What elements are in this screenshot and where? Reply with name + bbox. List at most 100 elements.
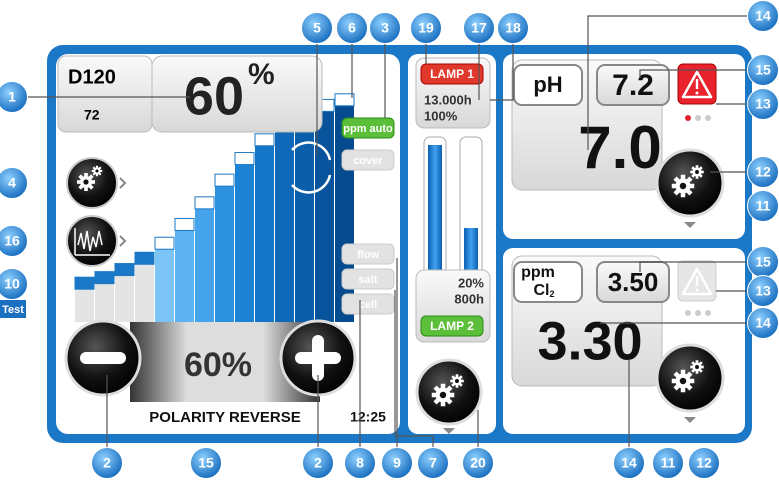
- curve-bar: [215, 186, 234, 322]
- side-button-bg: [341, 243, 395, 265]
- ph-settings-button[interactable]: [655, 148, 725, 228]
- test-badge[interactable]: [0, 300, 26, 318]
- curve-band: [114, 263, 135, 277]
- plus-button[interactable]: [279, 319, 357, 397]
- curve-bar: [235, 164, 254, 322]
- curve-bar: [135, 264, 154, 322]
- callout-circle: [688, 447, 720, 479]
- callout-circle: [497, 12, 529, 44]
- callout-number: 15: [755, 62, 771, 78]
- lamp1: LAMP 1: [430, 67, 474, 81]
- callout-circle: [344, 447, 376, 479]
- leader-lines: [28, 15, 747, 447]
- lamp-settings-button[interactable]: [415, 358, 483, 434]
- curve-bar: [255, 145, 274, 322]
- ph-alarm[interactable]: [677, 63, 717, 105]
- callout-circle: [462, 447, 494, 479]
- callout-number: 2: [103, 455, 111, 471]
- callout-number: 7: [429, 455, 437, 471]
- cl-label-box: [513, 261, 583, 303]
- callout-circle: [0, 167, 28, 199]
- callout-number: 16: [4, 233, 20, 249]
- curve-bar: [115, 275, 134, 322]
- ph-setpoint: 7.2: [612, 69, 654, 102]
- curve-band: [234, 152, 255, 166]
- lamp1-percent: 100%: [424, 108, 458, 123]
- callout-number: 17: [471, 20, 487, 36]
- callout-circle: [463, 12, 495, 44]
- time: 12:25: [350, 409, 386, 425]
- callout-number: 13: [755, 283, 771, 299]
- lamp2-button[interactable]: [420, 315, 484, 337]
- callout-circle: [301, 12, 333, 44]
- side-button-label: salt: [359, 274, 378, 286]
- lamp2-level: [464, 228, 478, 272]
- callout-number: 5: [313, 20, 321, 36]
- settings-button[interactable]: [66, 157, 127, 209]
- ph-reading: 7.0: [578, 114, 661, 181]
- side-button[interactable]: flow: [341, 243, 395, 265]
- curve-bar: [175, 230, 194, 322]
- curve-bar: [315, 111, 334, 323]
- cl-settings-button[interactable]: [655, 343, 725, 423]
- side-button-bg: [341, 117, 395, 139]
- side-button-bg: [341, 268, 395, 290]
- callout-number: 20: [470, 455, 486, 471]
- side-button[interactable]: salt: [341, 268, 395, 290]
- callout-number: 9: [393, 455, 401, 471]
- callout-number: 10: [4, 276, 20, 292]
- cl-unit-sub: 2: [549, 289, 554, 299]
- cl-setpoint: 3.50: [608, 267, 659, 297]
- curve-bar: [95, 283, 114, 322]
- callout-number: 4: [8, 175, 16, 191]
- production-unit: %: [248, 58, 275, 91]
- cl-reading: 3.30: [537, 311, 642, 371]
- callout-circle: [190, 447, 222, 479]
- callout-number: 13: [755, 96, 771, 112]
- cl-unit: Cl2: [533, 282, 554, 299]
- curve-band: [194, 196, 215, 210]
- lamp2: LAMP 2: [430, 319, 474, 333]
- rotate-icon: [291, 141, 332, 194]
- model: D120: [68, 66, 116, 88]
- callout-number: 2: [314, 455, 322, 471]
- side-button[interactable]: ppm auto: [341, 117, 395, 139]
- status: POLARITY REVERSE: [149, 409, 300, 426]
- callout-number: 3: [381, 20, 389, 36]
- cl-label: ppm: [521, 264, 555, 281]
- curve-bar: [295, 119, 314, 322]
- production-box: [151, 55, 323, 133]
- curve-bar: [275, 130, 294, 322]
- side-button[interactable]: cover: [341, 149, 395, 171]
- cl-unit-main: Cl: [533, 282, 549, 299]
- curve-band: [134, 251, 155, 265]
- callout-circle: [336, 12, 368, 44]
- cl-alarm[interactable]: [677, 260, 717, 302]
- callout-circle: [0, 81, 28, 113]
- callout-circle: [613, 447, 645, 479]
- lamp1-button[interactable]: [420, 63, 484, 85]
- callout-number: 8: [356, 455, 364, 471]
- graph-button[interactable]: [66, 215, 127, 267]
- side-button[interactable]: cell: [341, 293, 395, 315]
- side-button-bg: [341, 293, 395, 315]
- callout-number: 1: [8, 89, 16, 105]
- callout-number: 14: [755, 315, 771, 331]
- curve-bar: [195, 208, 214, 322]
- callout-number: 15: [198, 455, 214, 471]
- callout-number: 11: [661, 455, 676, 471]
- production: 60: [184, 66, 244, 126]
- curve-band: [94, 271, 115, 285]
- callout-number: 19: [418, 20, 434, 36]
- lamp2-hours: 800h: [454, 291, 484, 306]
- lamp2-percent: 20%: [458, 275, 484, 290]
- side-button-label: ppm auto: [343, 123, 393, 135]
- curve-band: [254, 133, 275, 147]
- callout-circle: [369, 12, 401, 44]
- callout-circle: [302, 447, 334, 479]
- test-label: Test: [2, 304, 24, 316]
- minus-button[interactable]: [64, 319, 142, 397]
- callout-circle: [417, 447, 449, 479]
- curve-band: [214, 173, 235, 187]
- ph-label-box: [513, 64, 583, 106]
